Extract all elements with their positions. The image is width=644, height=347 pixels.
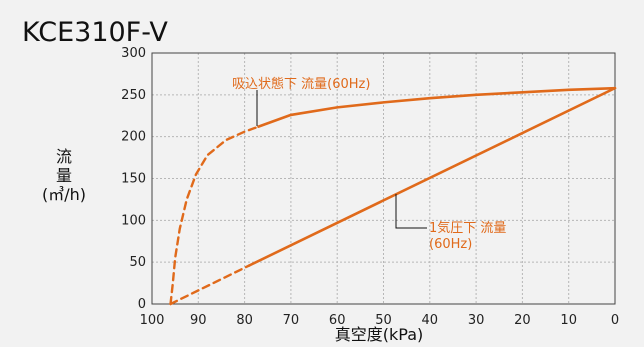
- x-tick-label: 90: [190, 313, 207, 328]
- callout-line-atm: [395, 194, 427, 229]
- x-tick-label: 40: [422, 313, 439, 328]
- x-tick-label: 80: [236, 313, 253, 328]
- series-line-atm: [247, 86, 617, 267]
- x-tick-label: 70: [283, 313, 300, 328]
- y-axis-title-line: 流: [56, 147, 72, 166]
- y-tick-label: 300: [121, 46, 146, 61]
- y-axis-ticks: 0 50 100 150 200 250 300: [121, 46, 146, 312]
- y-tick-label: 150: [121, 172, 146, 187]
- series-layer: [169, 86, 617, 306]
- plot-frame: [151, 52, 616, 305]
- y-axis-title-line: 量: [56, 166, 72, 185]
- series-label-atm: 1気圧下 流量: [429, 220, 506, 236]
- x-tick-label: 50: [375, 313, 392, 328]
- series-callouts: [256, 90, 427, 229]
- x-tick-label: 0: [611, 313, 619, 328]
- series-label-suction: 吸込状態下 流量(60Hz): [232, 76, 370, 92]
- y-axis-title-line: (㎥/h): [42, 185, 86, 204]
- series-line-suction-dashed: [169, 125, 260, 306]
- x-tick-label: 60: [329, 313, 346, 328]
- y-tick-label: 100: [121, 213, 146, 228]
- x-axis-title: 真空度(kPa): [335, 325, 424, 344]
- y-tick-label: 50: [129, 255, 146, 270]
- series-line-suction: [257, 86, 617, 128]
- x-axis-ticks: 100 90 80 70 60 50 40 30 20 10 0: [140, 313, 620, 328]
- x-tick-label: 10: [560, 313, 577, 328]
- y-axis-title: 流 量 (㎥/h): [42, 147, 86, 204]
- x-tick-label: 100: [140, 313, 165, 328]
- series-line-atm-dashed: [169, 264, 251, 306]
- y-tick-label: 250: [121, 88, 146, 103]
- chart-title: KCE310F-V: [22, 17, 168, 48]
- y-tick-label: 0: [138, 297, 146, 312]
- y-tick-label: 200: [121, 130, 146, 145]
- x-tick-label: 30: [468, 313, 485, 328]
- series-label-atm: (60Hz): [429, 237, 472, 252]
- x-tick-label: 20: [514, 313, 531, 328]
